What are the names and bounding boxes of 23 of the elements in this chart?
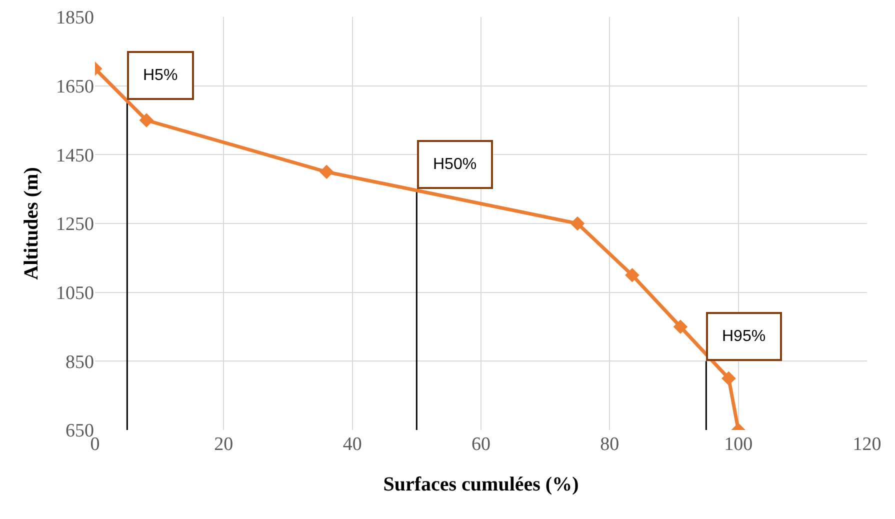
x-tick-label: 60 <box>472 434 490 455</box>
point <box>570 216 585 231</box>
y-tick-label: 1250 <box>56 214 94 236</box>
x-tick-label: 40 <box>342 434 362 455</box>
y-tick-label: 1650 <box>56 76 94 98</box>
point <box>319 164 334 180</box>
point <box>673 320 688 334</box>
y-tick-label: 1850 <box>56 8 94 29</box>
y-axis-title: Altitudes (m) <box>20 167 42 280</box>
point <box>139 113 154 128</box>
x-tick-label: 80 <box>600 434 620 455</box>
point <box>625 268 640 282</box>
x-tick-label: 20 <box>214 434 234 455</box>
point <box>722 371 736 386</box>
annotation: H95% <box>722 328 766 345</box>
x-axis-title: Surfaces cumulées (%) <box>383 474 579 496</box>
y-tick-label: 1450 <box>56 145 94 166</box>
y-tick-label: 850 <box>66 352 94 373</box>
annotation: H50% <box>433 156 477 173</box>
x-tick-label: 120 <box>852 434 882 455</box>
annotation: H5% <box>143 67 178 84</box>
y-tick-label: 1050 <box>56 282 94 304</box>
x-tick-label: 100 <box>724 434 753 455</box>
